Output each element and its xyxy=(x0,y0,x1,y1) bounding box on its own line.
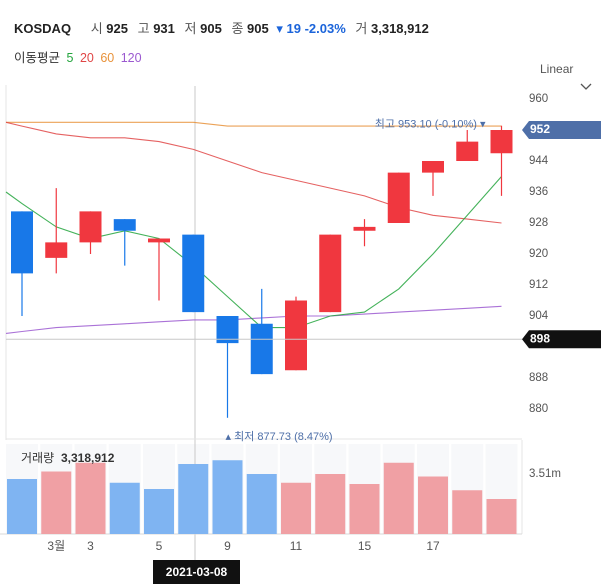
current-price-tag xyxy=(522,121,601,139)
high-value: 931 xyxy=(153,21,175,36)
candle-body[interactable] xyxy=(250,323,273,375)
crosshair-price-tag xyxy=(522,330,601,349)
open-value: 925 xyxy=(106,21,128,36)
candle-body[interactable] xyxy=(387,172,410,223)
volume-title: 거래량 xyxy=(21,451,54,465)
y-tick-label: 880 xyxy=(529,403,548,415)
volume-bar[interactable] xyxy=(383,462,414,534)
volume-bar[interactable] xyxy=(212,460,243,534)
ma-20-legend: 20 xyxy=(79,51,94,65)
y-tick-label: 888 xyxy=(529,372,548,384)
candle-body[interactable] xyxy=(79,211,102,243)
low-annotation: ▴ 최저 877.73 (8.47%) xyxy=(226,430,333,443)
high-annotation: 최고 953.10 (-0.10%) ▾ xyxy=(375,118,486,131)
volume-bar[interactable] xyxy=(178,464,209,534)
moving-average-label: 이동평균 xyxy=(14,51,61,65)
y-tick-label: 944 xyxy=(529,155,549,167)
price-header: KOSDAQ 시 925 고 931 저 905 종 905 ▾ 19 -2.0… xyxy=(14,18,429,37)
candle-body[interactable] xyxy=(353,226,376,231)
x-tick-label: 17 xyxy=(426,539,440,553)
y-tick-label: 920 xyxy=(529,248,548,260)
scale-mode-label[interactable]: Linear xyxy=(540,62,574,76)
low-value: 905 xyxy=(200,21,222,36)
x-tick-label: 3월 xyxy=(47,539,65,553)
ma-20-line xyxy=(5,121,502,224)
candle-body[interactable] xyxy=(11,211,33,274)
ma-120-legend: 120 xyxy=(120,51,142,65)
y-tick-label: 904 xyxy=(529,310,549,322)
close-label: 종 xyxy=(231,21,244,36)
volume-bar[interactable] xyxy=(418,476,448,535)
chevron-down-icon[interactable] xyxy=(579,83,593,91)
current-price-tag-text: 952 xyxy=(530,122,550,136)
candle-body[interactable] xyxy=(45,242,68,258)
high-label: 고 xyxy=(137,21,150,36)
low-label: 저 xyxy=(184,21,197,36)
volume-bar[interactable] xyxy=(281,482,311,534)
y-tick-label: 912 xyxy=(529,279,548,291)
volume-bar[interactable] xyxy=(144,489,174,534)
volume-bar[interactable] xyxy=(486,499,517,534)
volume-y-tick: 3.51m xyxy=(529,468,561,480)
ma-60-legend: 60 xyxy=(100,51,115,65)
candle-body[interactable] xyxy=(113,219,136,231)
x-tick-label: 15 xyxy=(358,539,372,553)
volume-bar[interactable] xyxy=(246,474,277,534)
volume-bar[interactable] xyxy=(452,490,483,534)
x-tick-label: 3 xyxy=(87,539,94,553)
candle-body[interactable] xyxy=(456,141,479,161)
volume-bar[interactable] xyxy=(75,462,106,534)
volume-label: 거 xyxy=(355,21,368,36)
candle-body[interactable] xyxy=(285,300,307,371)
candle-body[interactable] xyxy=(148,238,170,243)
candle-body[interactable] xyxy=(490,130,513,154)
candle-body[interactable] xyxy=(182,234,205,313)
volume-bar[interactable] xyxy=(349,484,380,534)
close-value: 905 xyxy=(247,21,269,36)
ma-120-line xyxy=(5,305,502,334)
ma-60-line xyxy=(6,121,502,127)
symbol-name: KOSDAQ xyxy=(14,21,72,36)
y-tick-label: 928 xyxy=(529,217,548,229)
x-tick-label: 5 xyxy=(156,539,163,553)
ma-5-line xyxy=(5,176,502,329)
volume-bar[interactable] xyxy=(41,471,72,535)
change-value: ▾ 19 -2.03% xyxy=(276,21,346,36)
volume-bar[interactable] xyxy=(7,479,37,534)
volume-bar[interactable] xyxy=(315,474,346,534)
y-tick-label: 936 xyxy=(529,186,548,198)
volume-value: 3,318,912 xyxy=(371,21,429,36)
crosshair-price-tag-text: 898 xyxy=(530,331,550,345)
open-label: 시 xyxy=(90,21,103,36)
volume-total: 3,318,912 xyxy=(61,451,115,465)
volume-bar[interactable] xyxy=(109,482,140,534)
candle-body[interactable] xyxy=(319,234,342,313)
ma-5-legend: 5 xyxy=(66,51,74,65)
x-tick-label: 11 xyxy=(290,539,303,553)
moving-average-legend[interactable]: 이동평균 5 20 60 120 xyxy=(14,47,142,66)
candle-body[interactable] xyxy=(216,316,239,344)
crosshair-date-tag: 2021-03-08 xyxy=(153,560,240,584)
y-tick-label: 960 xyxy=(529,93,548,105)
candle-body[interactable] xyxy=(422,161,444,173)
x-tick-label: 9 xyxy=(224,539,231,553)
